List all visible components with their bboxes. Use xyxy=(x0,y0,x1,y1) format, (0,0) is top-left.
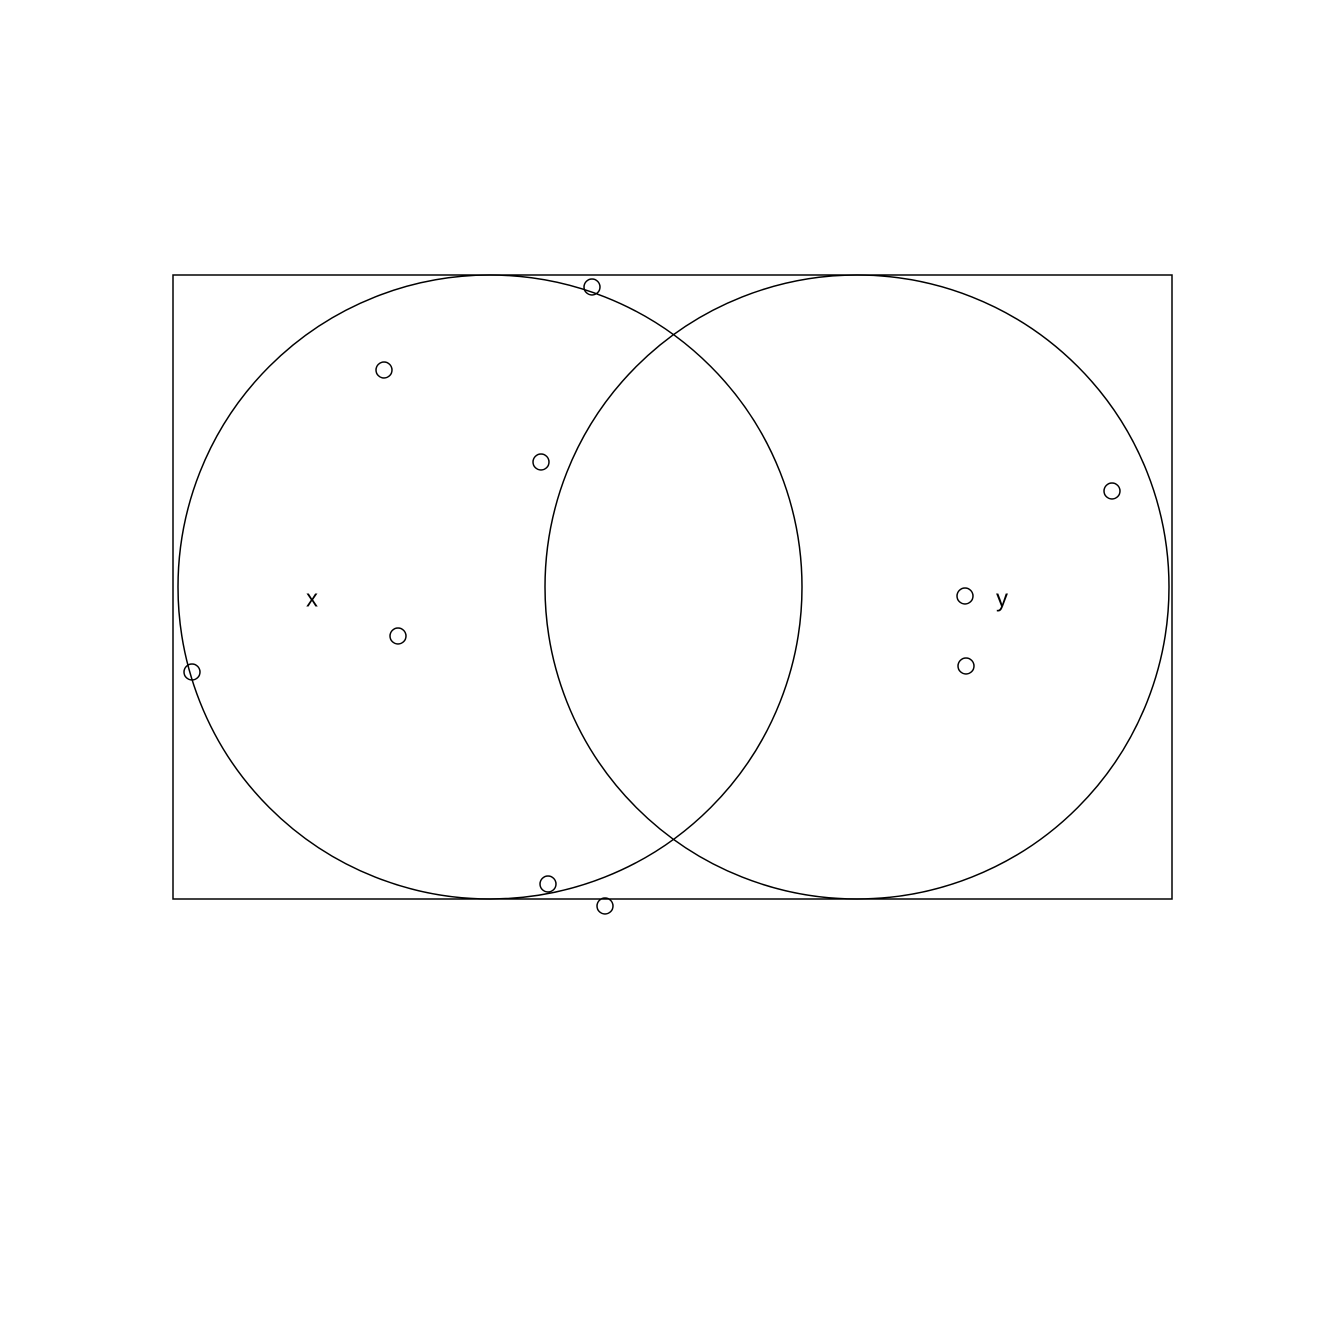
data-point-5 xyxy=(957,588,973,604)
set-circles xyxy=(178,275,1169,899)
data-points xyxy=(184,279,1120,914)
data-point-3 xyxy=(390,628,406,644)
data-point-8 xyxy=(540,876,556,892)
set-circle-right xyxy=(545,275,1169,899)
data-point-7 xyxy=(1104,483,1120,499)
set-circle-left xyxy=(178,275,802,899)
data-point-9 xyxy=(597,898,613,914)
venn-diagram: xy xyxy=(0,0,1344,1344)
outer-frame xyxy=(173,275,1172,899)
data-point-0 xyxy=(376,362,392,378)
label-x: x xyxy=(306,585,318,612)
set-labels: xy xyxy=(306,585,1008,612)
label-y: y xyxy=(996,585,1008,612)
data-point-2 xyxy=(533,454,549,470)
data-point-6 xyxy=(958,658,974,674)
